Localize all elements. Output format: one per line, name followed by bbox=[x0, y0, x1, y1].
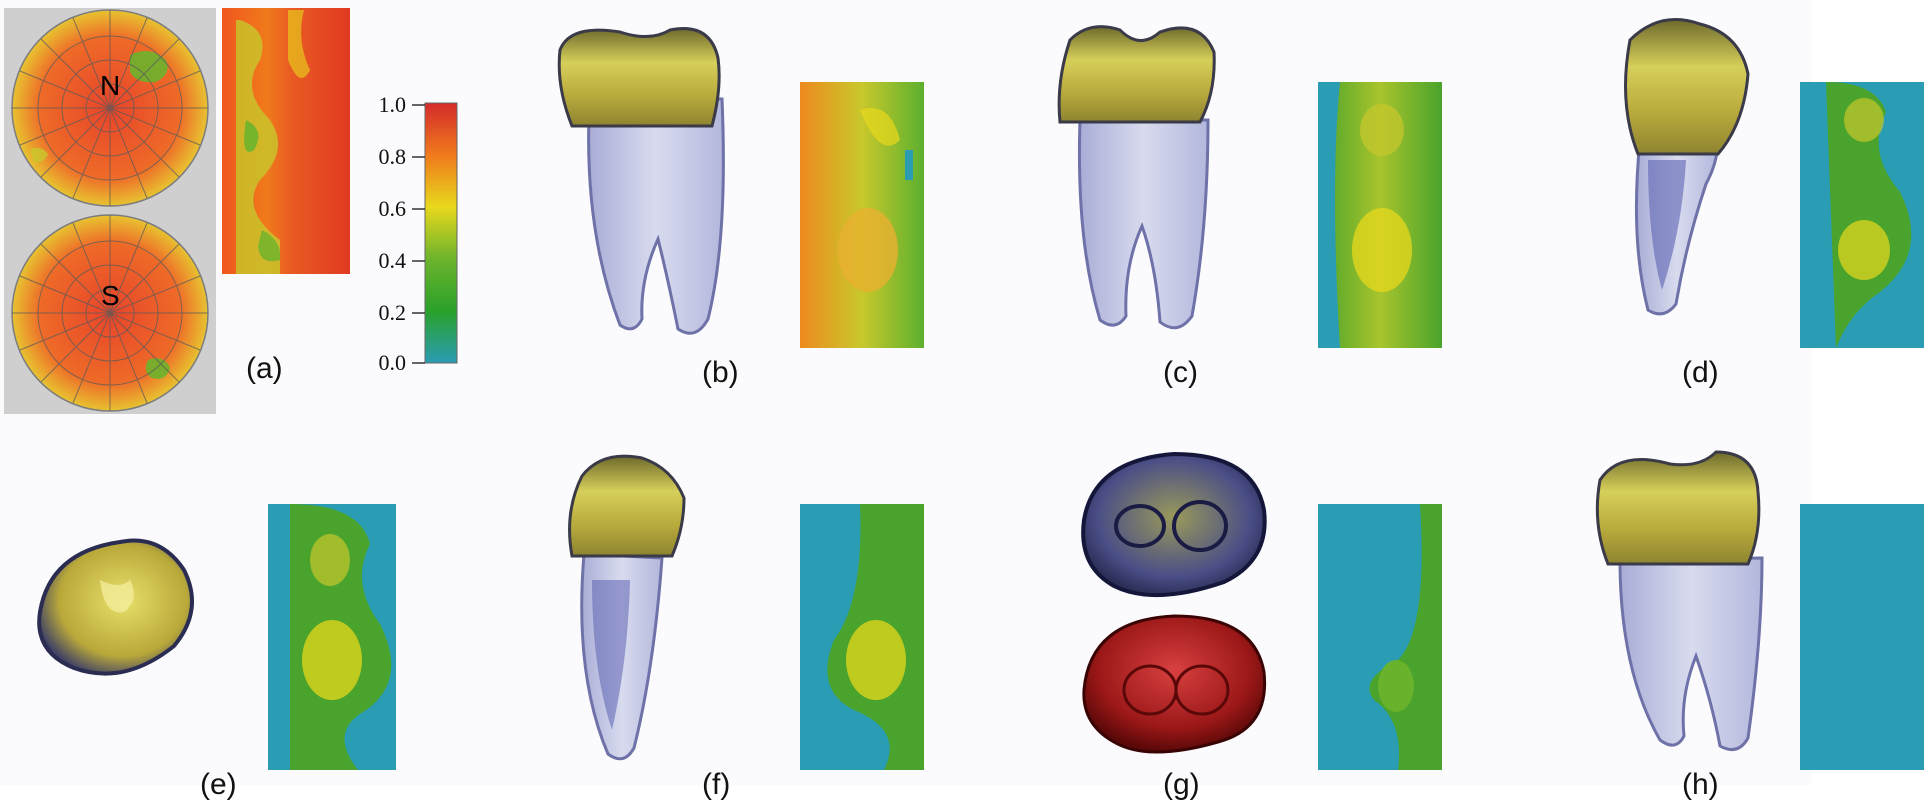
colorbar-tick-label: 0.6 bbox=[378, 196, 407, 221]
south-pole-label: S bbox=[101, 280, 120, 311]
sphere-maps-panel bbox=[4, 8, 216, 414]
map-g bbox=[1318, 504, 1442, 770]
tooth-h bbox=[1595, 450, 1764, 752]
panel-label-b: (b) bbox=[702, 356, 739, 389]
map-b bbox=[800, 82, 924, 348]
colorbar-tick-label: 0.4 bbox=[378, 248, 407, 273]
panel-label-g: (g) bbox=[1163, 768, 1200, 801]
colorbar-tick-label: 0.0 bbox=[378, 350, 407, 375]
map-d bbox=[1800, 82, 1924, 348]
panel-label-a: (a) bbox=[246, 352, 283, 385]
colorbar-tick-label: 1.0 bbox=[378, 92, 407, 117]
colorbar bbox=[412, 102, 458, 364]
tooth-e bbox=[37, 538, 194, 676]
map-f bbox=[800, 504, 924, 770]
north-sphere bbox=[11, 9, 209, 207]
tooth-f bbox=[568, 454, 686, 761]
map-c bbox=[1318, 82, 1442, 348]
panel-label-d: (d) bbox=[1682, 356, 1719, 389]
north-pole-label: N bbox=[100, 70, 121, 101]
tooth-c bbox=[1057, 25, 1216, 330]
unwrapped-map-a bbox=[222, 8, 350, 274]
map-h bbox=[1800, 504, 1924, 770]
panel-label-h: (h) bbox=[1682, 768, 1719, 801]
tooth-b bbox=[557, 27, 725, 335]
tooth-g bbox=[1081, 451, 1267, 754]
panel-label-e: (e) bbox=[200, 768, 237, 801]
panel-label-f: (f) bbox=[702, 768, 731, 801]
panel-label-c: (c) bbox=[1163, 356, 1198, 389]
colorbar-tick-label: 0.8 bbox=[378, 144, 407, 169]
colorbar-tick-label: 0.2 bbox=[378, 300, 407, 325]
south-sphere bbox=[11, 214, 209, 412]
tooth-d bbox=[1624, 18, 1750, 316]
map-e bbox=[268, 504, 396, 770]
